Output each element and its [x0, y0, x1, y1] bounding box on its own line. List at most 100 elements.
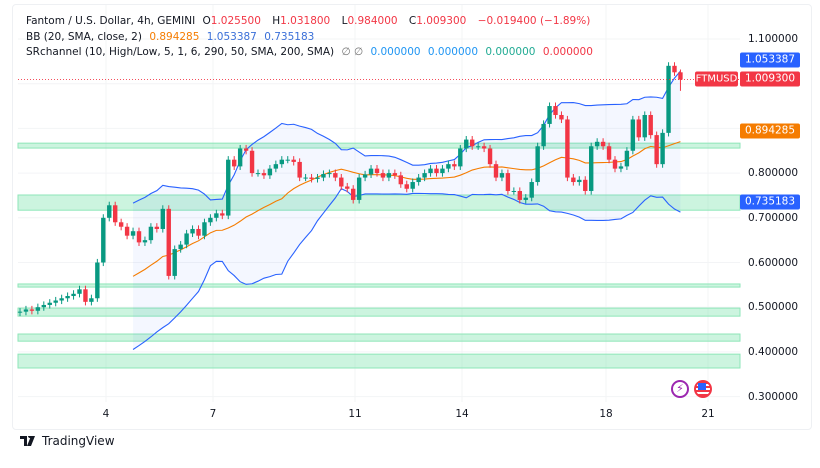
candle-body	[136, 231, 142, 243]
candle-body	[535, 146, 540, 183]
candle-body	[142, 240, 148, 243]
symbol-legend: Fantom / U.S. Dollar, 4h, GEMINI O1.0255…	[26, 15, 594, 27]
bb-upper-line	[132, 70, 681, 204]
sr-legend[interactable]: SRchannel (10, High/Low, 5, 1, 6, 290, 5…	[26, 46, 597, 58]
candle-body	[154, 226, 160, 229]
candle-body	[214, 213, 219, 218]
candle-body	[172, 249, 177, 276]
candle-body	[202, 222, 207, 236]
bb-legend[interactable]: BB (20, SMA, close, 2) 0.894285 1.053387…	[26, 31, 318, 43]
open-value: 1.025500	[210, 15, 261, 27]
lightning-icon[interactable]: ⚡	[671, 380, 689, 398]
candle-body	[261, 173, 267, 176]
candle-body	[356, 177, 362, 200]
candle-body	[148, 226, 154, 241]
candle-body	[29, 309, 35, 311]
sr-value-3: 0.000000	[485, 46, 536, 58]
candle-body	[660, 132, 665, 165]
candle-body	[577, 179, 582, 183]
candle-body	[529, 182, 534, 198]
candle-body	[523, 197, 528, 200]
candle-body	[23, 309, 29, 312]
candle-body	[255, 173, 261, 175]
candle-body	[351, 188, 356, 200]
candle-body	[101, 217, 106, 263]
candle-body	[273, 164, 279, 169]
candle-body	[333, 173, 338, 178]
candle-body	[59, 298, 64, 301]
candle-body	[499, 173, 505, 178]
candle-body	[606, 146, 612, 160]
candle-body	[184, 233, 189, 245]
candle-body	[571, 177, 576, 183]
candle-body	[410, 182, 415, 189]
candle-body	[464, 139, 469, 149]
bb-lower-price-label: 0.735183	[740, 194, 800, 210]
close-label: C	[408, 15, 417, 27]
candle-body	[505, 173, 511, 191]
sr-empty-symbols: ∅ ∅	[341, 46, 364, 58]
candle-body	[226, 159, 231, 216]
candle-body	[416, 177, 421, 183]
candle-body	[678, 72, 683, 80]
candle-body	[65, 296, 70, 299]
time-tick: 18	[599, 408, 613, 420]
candle-body	[565, 119, 570, 178]
symbol-title: Fantom / U.S. Dollar, 4h, GEMINI	[26, 15, 196, 27]
candle-body	[107, 205, 112, 218]
candle-body	[404, 184, 409, 189]
candle-body	[124, 226, 130, 236]
candle-body	[279, 159, 284, 165]
candle-body	[648, 114, 653, 136]
tradingview-logo[interactable]: TradingView	[20, 434, 115, 448]
price-tick: 0.800000	[748, 167, 799, 180]
bb-lower-value: 0.735183	[264, 31, 315, 43]
candle-body	[511, 190, 517, 192]
candle-body	[339, 177, 344, 187]
bb-basis-value: 0.894285	[149, 31, 200, 43]
candle-body	[398, 175, 403, 185]
candle-body	[315, 177, 320, 179]
candle-body	[345, 186, 350, 189]
candle-body	[583, 179, 588, 191]
us-flag-icon[interactable]	[694, 380, 712, 398]
candle-body	[232, 159, 237, 167]
candle-body	[630, 119, 636, 151]
candle-body	[160, 208, 165, 229]
candle-body	[208, 217, 213, 223]
candle-body	[541, 123, 546, 147]
candle-body	[440, 168, 445, 174]
candle-body	[547, 106, 552, 124]
low-label: L	[341, 15, 348, 27]
sr-value-2: 0.000000	[427, 46, 479, 58]
bb-basis-price-label: 0.894285	[740, 123, 800, 139]
candle-body	[243, 148, 249, 151]
candle-body	[237, 148, 243, 167]
high-label: H	[272, 15, 281, 27]
candle-body	[654, 135, 659, 165]
symbol-price-label: FTMUSD	[695, 71, 738, 87]
bb-upper-price-label: 1.053387	[740, 52, 800, 68]
high-value: 1.031800	[280, 15, 331, 27]
candle-body	[458, 148, 463, 167]
bb-title: BB (20, SMA, close, 2)	[26, 31, 142, 43]
sr-title: SRchannel (10, High/Low, 5, 1, 6, 290, 5…	[26, 46, 335, 58]
price-tick: 0.700000	[748, 211, 799, 224]
sr-zone	[17, 333, 741, 342]
sr-zone	[17, 307, 741, 317]
candle-body	[428, 168, 433, 174]
tradingview-logo-icon	[20, 436, 35, 446]
candle-body	[594, 141, 600, 147]
candle-body	[190, 228, 195, 234]
candle-body	[77, 289, 82, 294]
candle-body	[553, 106, 558, 115]
open-label: O	[202, 15, 211, 27]
candle-body	[130, 231, 136, 236]
candle-body	[95, 262, 100, 299]
candle-body	[309, 177, 314, 179]
candle-body	[618, 166, 624, 169]
candle-body	[267, 168, 273, 176]
candle-body	[249, 150, 255, 174]
